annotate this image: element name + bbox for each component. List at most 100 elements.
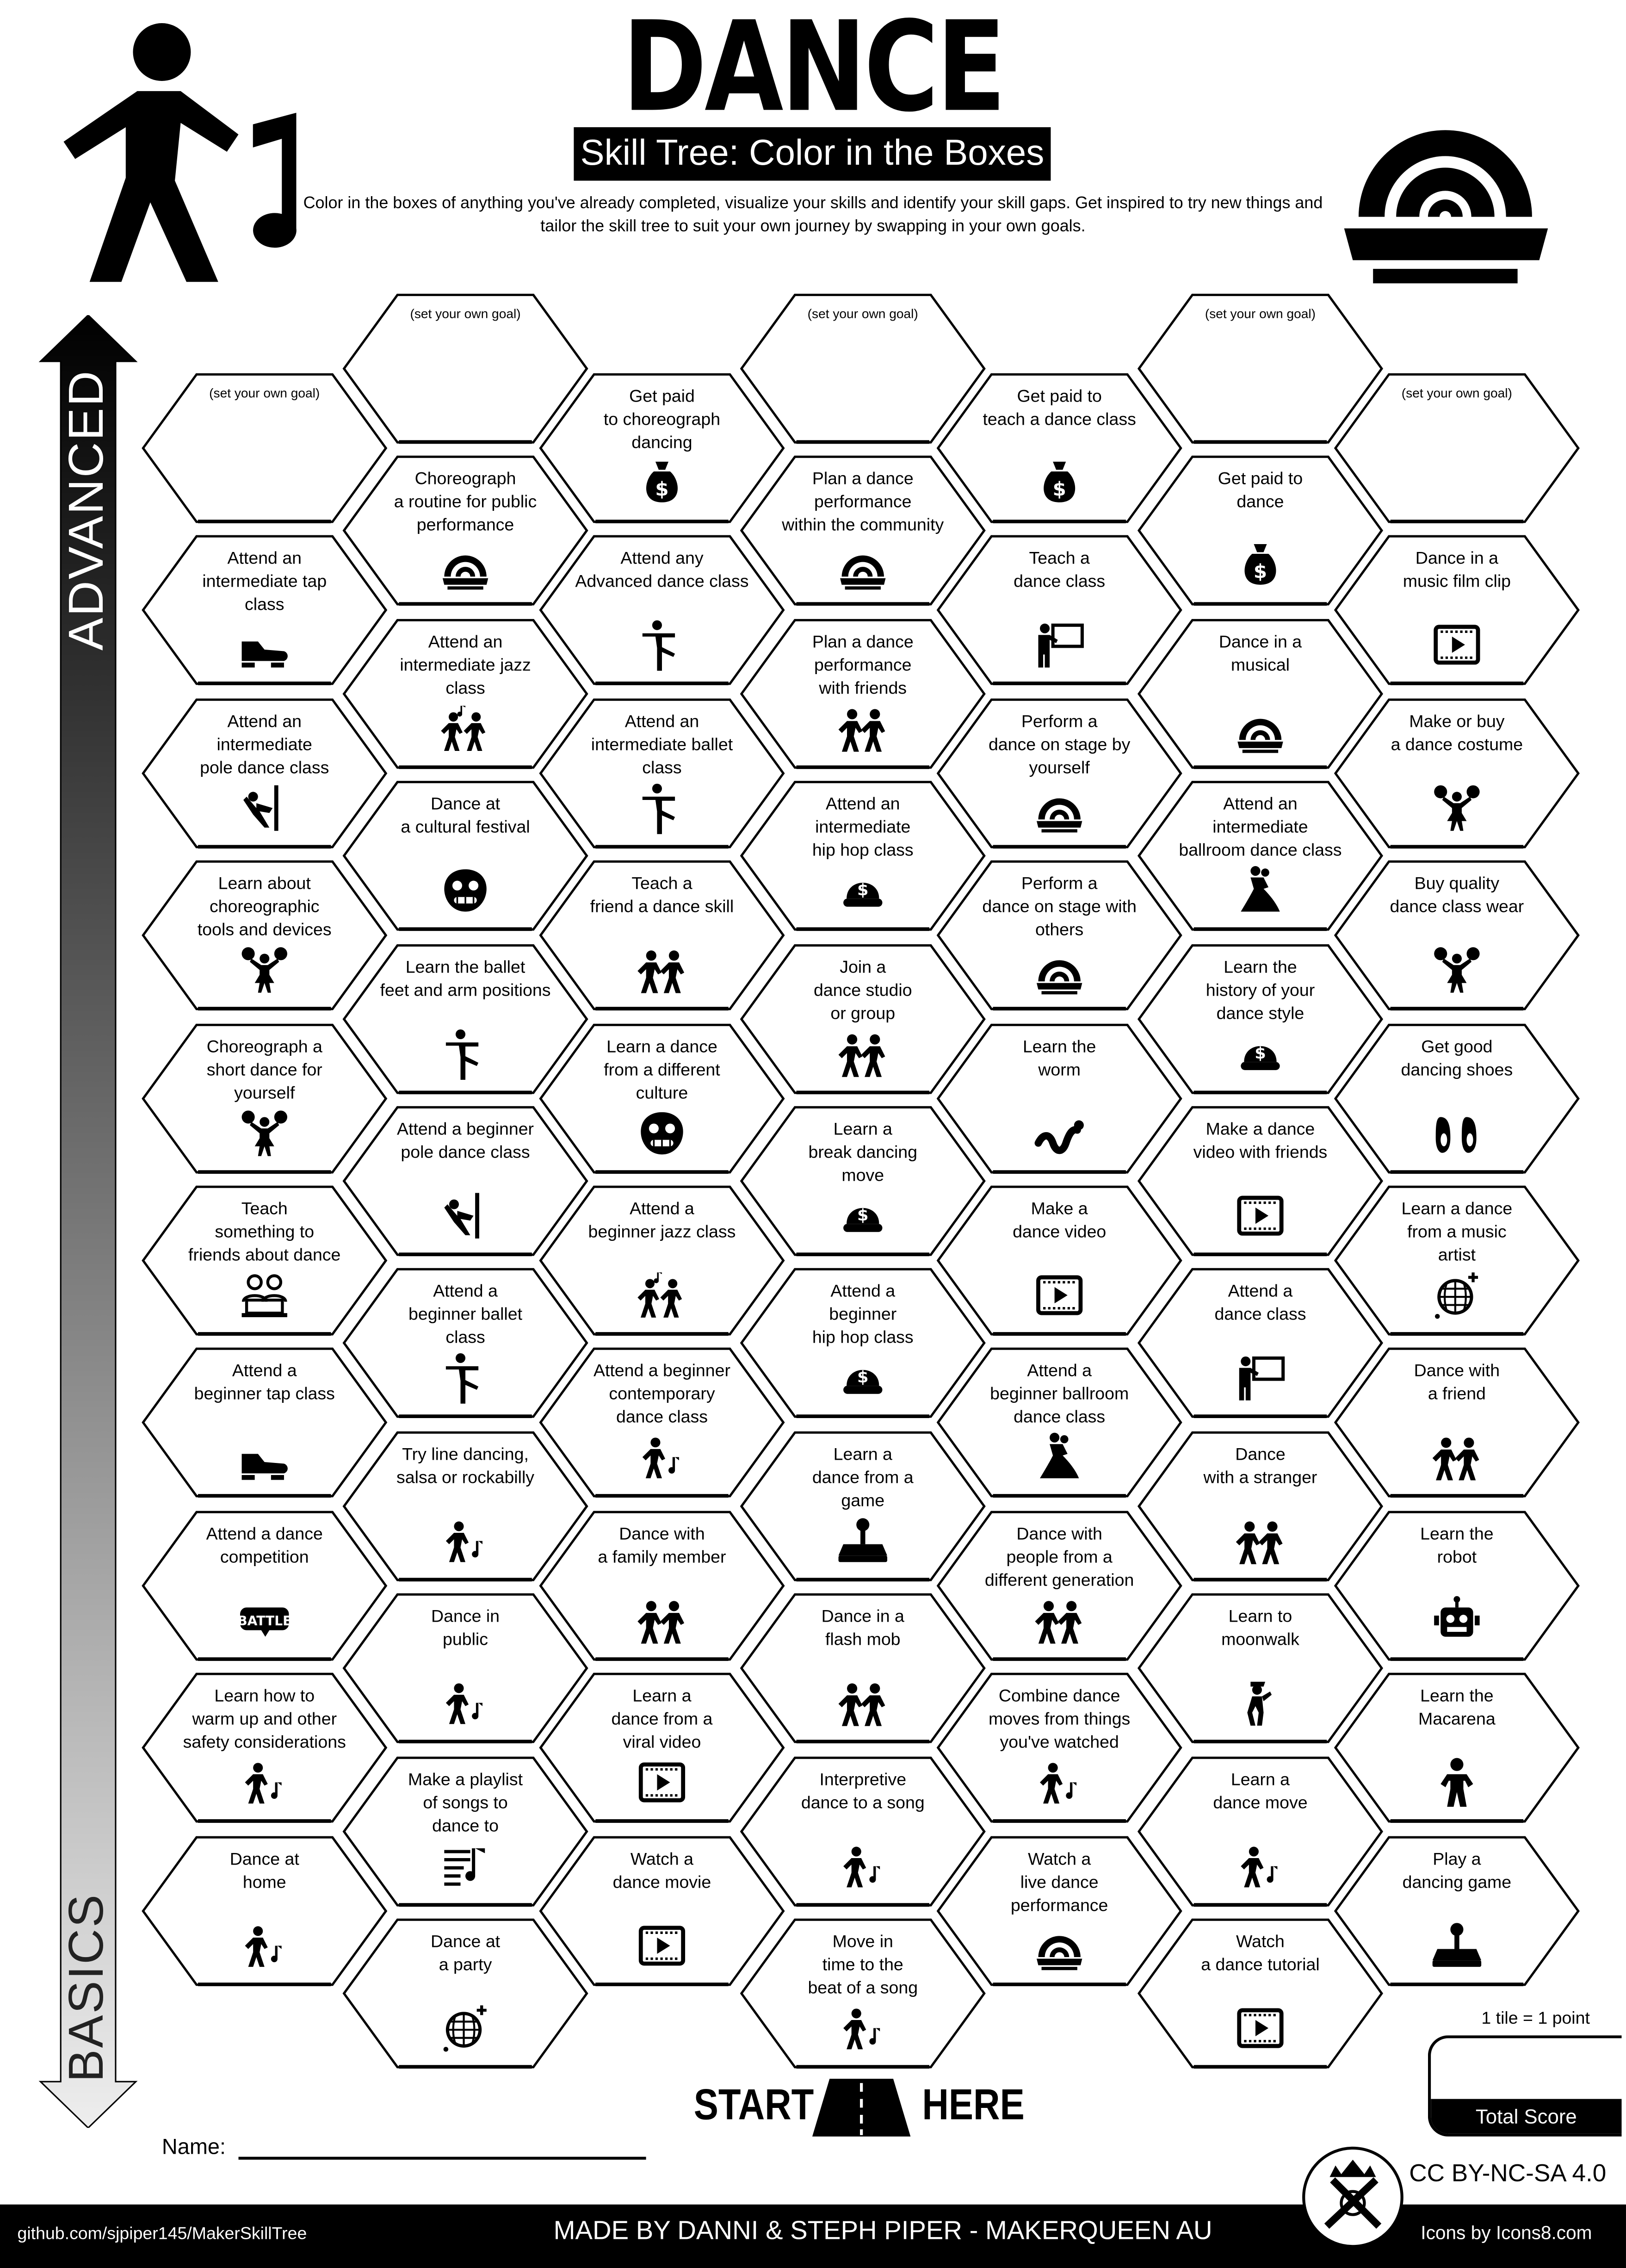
ballet-pose-icon	[445, 1354, 479, 1405]
joystick-icon	[1432, 1922, 1482, 1966]
skill-label: Attend any Advanced dance class	[575, 548, 749, 592]
skill-tile[interactable]: Dance at home	[142, 1835, 388, 1986]
skill-tile[interactable]: Get paid to choreograph dancing $	[539, 373, 785, 524]
skill-tile[interactable]: Watch a live dance performance	[936, 1835, 1182, 1986]
skill-tile[interactable]: Attend a beginner hip hop class $	[740, 1268, 986, 1419]
skill-tile[interactable]: Dance with a family member	[539, 1510, 785, 1661]
skill-tile[interactable]: Learn a dance move	[1137, 1756, 1384, 1906]
skill-label: Get paid to choreograph dancing	[603, 386, 721, 452]
skill-tile[interactable]: Dance at a party	[342, 1918, 588, 2069]
skill-tile[interactable]: Teach a dance class	[936, 535, 1182, 686]
svg-text:$: $	[857, 1368, 868, 1387]
skill-label: Try line dancing, salsa or rockabilly	[396, 1444, 535, 1487]
skill-tile[interactable]: Attend any Advanced dance class	[539, 535, 785, 686]
custom-goal-tile[interactable]: (set your own goal)	[342, 293, 588, 444]
skill-tile[interactable]: Attend an intermediate ballet class	[539, 698, 785, 849]
icons-credit[interactable]: Icons by Icons8.com	[1421, 2222, 1592, 2244]
skill-tile[interactable]: Learn the robot	[1334, 1510, 1580, 1661]
skill-tile[interactable]: Perform a dance on stage with others	[936, 861, 1182, 1011]
stage-icon	[840, 556, 886, 590]
skill-tile[interactable]: Dance with people from a different gener…	[936, 1510, 1182, 1661]
skill-tile[interactable]: Attend a beginner contemporary dance cla…	[539, 1348, 785, 1499]
skill-label: Learn how to warm up and other safety co…	[183, 1686, 346, 1753]
skill-tile[interactable]: Teach a friend a dance skill	[539, 861, 785, 1011]
skill-label: Plan a dance performance with friends	[812, 631, 914, 698]
custom-goal-tile[interactable]: (set your own goal)	[740, 293, 986, 444]
skill-tile[interactable]: Dance in public	[342, 1593, 588, 1744]
skill-tile[interactable]: Attend an intermediate hip hop class $	[740, 781, 986, 931]
name-field[interactable]	[238, 2156, 646, 2160]
video-icon	[1036, 1275, 1083, 1315]
total-score-box[interactable]: Total Score	[1428, 2035, 1622, 2137]
skill-tile[interactable]: Learn a dance from a game	[740, 1431, 986, 1581]
skill-tile[interactable]: Watch a dance tutorial	[1137, 1918, 1384, 2069]
skill-tile[interactable]: Join a dance studio or group	[740, 943, 986, 1094]
skill-tile[interactable]: Learn to moonwalk	[1137, 1593, 1384, 1744]
skill-tile[interactable]: Learn a break dancing move $	[740, 1106, 986, 1257]
skill-tile[interactable]: Learn a dance from a different culture	[539, 1023, 785, 1173]
skill-tile[interactable]: Attend a beginner jazz class	[539, 1185, 785, 1336]
skill-tile[interactable]: Learn the worm	[936, 1023, 1182, 1173]
moonwalk-icon	[1247, 1682, 1272, 1726]
custom-goal-tile[interactable]: (set your own goal)	[142, 373, 388, 524]
skill-tile[interactable]: Get paid to dance $	[1137, 456, 1384, 607]
robot-icon	[1434, 1596, 1480, 1636]
skill-tile[interactable]: Attend a dance class	[1137, 1268, 1384, 1419]
skill-tile[interactable]: Dance in a flash mob	[740, 1593, 986, 1744]
skill-tile[interactable]: Learn the history of your dance style $	[1137, 943, 1384, 1094]
skill-tile[interactable]: Dance in a musical	[1137, 619, 1384, 769]
skill-tile[interactable]: Attend a beginner tap class	[142, 1348, 388, 1499]
skill-label: Dance with a family member	[598, 1523, 726, 1567]
skill-tile[interactable]: Combine dance moves from things you've w…	[936, 1673, 1182, 1823]
skill-tile[interactable]: Perform a dance on stage by yourself	[936, 698, 1182, 849]
skill-tile[interactable]: Learn about choreographic tools and devi…	[142, 861, 388, 1011]
skill-tile[interactable]: Get paid to teach a dance class $	[936, 373, 1182, 524]
skill-tile[interactable]: Plan a dance performance with friends	[740, 619, 986, 769]
skill-tile[interactable]: Teach something to friends about dance	[142, 1185, 388, 1336]
skill-label: Make a dance video with friends	[1193, 1119, 1328, 1163]
skill-tile[interactable]: Interpretive dance to a song	[740, 1756, 986, 1906]
skill-tile[interactable]: Dance in a music film clip	[1334, 535, 1580, 686]
page-subtitle: Skill Tree: Color in the Boxes	[574, 127, 1051, 181]
github-link[interactable]: github.com/sjpiper145/MakerSkillTree	[17, 2223, 307, 2244]
skill-tile[interactable]: Learn a dance from a music artist	[1334, 1185, 1580, 1336]
skill-tile[interactable]: Make a playlist of songs to dance to	[342, 1756, 588, 1906]
skill-tile[interactable]: Plan a dance performance within the comm…	[740, 456, 986, 607]
joystick-icon	[838, 1518, 887, 1562]
skill-tile[interactable]: Try line dancing, salsa or rockabilly	[342, 1431, 588, 1581]
skill-tile[interactable]: Watch a dance movie	[539, 1835, 785, 1986]
here-label: HERE	[922, 2082, 1025, 2130]
skill-tile[interactable]: Learn a dance from a viral video	[539, 1673, 785, 1823]
skill-label: Dance at a party	[431, 1931, 501, 1975]
skill-tile[interactable]: Dance at a cultural festival	[342, 781, 588, 931]
skill-tile[interactable]: Attend a dance competition BATTLE	[142, 1510, 388, 1661]
skill-label: Learn a dance from a viral video	[611, 1686, 713, 1753]
custom-goal-tile[interactable]: (set your own goal)	[1137, 293, 1384, 444]
skill-tile[interactable]: Learn the ballet feet and arm positions	[342, 943, 588, 1094]
custom-goal-tile[interactable]: (set your own goal)	[1334, 373, 1580, 524]
skill-tile[interactable]: Dance with a stranger	[1137, 1431, 1384, 1581]
skill-label: Teach a dance class	[1014, 548, 1106, 592]
skill-label: (set your own goal)	[1205, 306, 1316, 321]
skill-tile[interactable]: Choreograph a routine for public perform…	[342, 456, 588, 607]
lion-mask-icon	[641, 1111, 683, 1154]
skill-tile[interactable]: Dance with a friend	[1334, 1348, 1580, 1499]
skill-tile[interactable]: Make a dance video	[936, 1185, 1182, 1336]
skill-tile[interactable]: Play a dancing game	[1334, 1835, 1580, 1986]
skill-tile[interactable]: Make a dance video with friends	[1137, 1106, 1384, 1257]
skill-tile[interactable]: Learn the Macarena	[1334, 1673, 1580, 1823]
skill-tile[interactable]: Attend an intermediate pole dance class	[142, 698, 388, 849]
skill-tile[interactable]: Attend a beginner pole dance class	[342, 1106, 588, 1257]
skill-tile[interactable]: Make or buy a dance costume	[1334, 698, 1580, 849]
skill-tile[interactable]: Buy quality dance class wear	[1334, 861, 1580, 1011]
skill-tile[interactable]: Attend a beginner ballet class	[342, 1268, 588, 1419]
skill-tile[interactable]: Choreograph a short dance for yourself	[142, 1023, 388, 1173]
skill-tile[interactable]: Get good dancing shoes	[1334, 1023, 1580, 1173]
skill-tile[interactable]: Attend an intermediate jazz class	[342, 619, 588, 769]
skill-tile[interactable]: Attend a beginner ballroom dance class	[936, 1348, 1182, 1499]
worm-icon	[1034, 1120, 1084, 1153]
skill-tile[interactable]: Move in time to the beat of a song	[740, 1918, 986, 2069]
skill-tile[interactable]: Attend an intermediate ballroom dance cl…	[1137, 781, 1384, 931]
skill-tile[interactable]: Learn how to warm up and other safety co…	[142, 1673, 388, 1823]
skill-tile[interactable]: Attend an intermediate tap class	[142, 535, 388, 686]
